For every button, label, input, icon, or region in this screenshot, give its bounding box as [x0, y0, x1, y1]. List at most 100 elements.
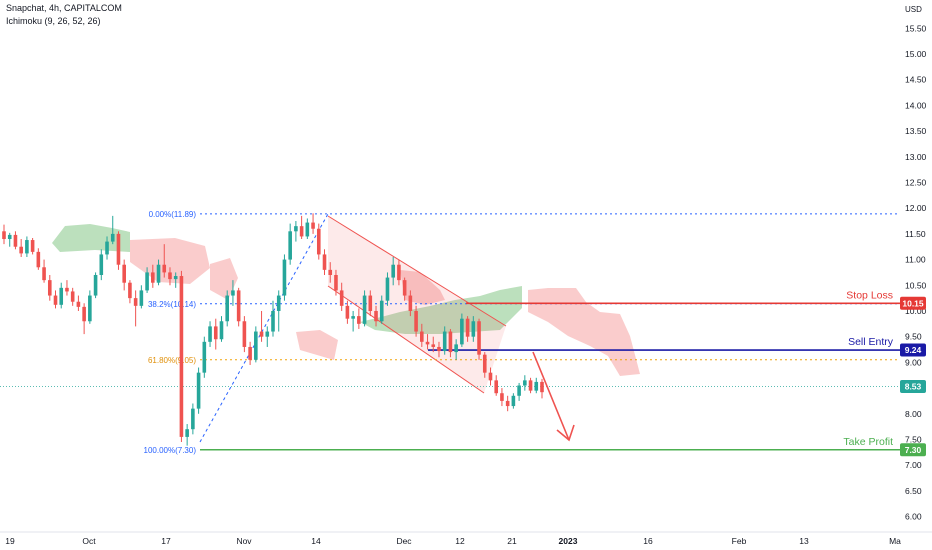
price-tag-bg-0: [900, 296, 926, 310]
candle-body: [168, 272, 172, 280]
candle-body: [225, 295, 230, 322]
candle-25: [145, 267, 149, 293]
candle-2: [13, 231, 18, 250]
fib-label-0: 0.00%(11.89): [149, 210, 197, 219]
candle-body: [523, 380, 527, 386]
candle-35: [202, 336, 207, 378]
candle-56: [322, 249, 327, 275]
candle-body: [116, 233, 121, 265]
price-tick-19: 6.00: [905, 512, 922, 522]
price-tag-bg-2: [900, 443, 926, 457]
time-tick-9: 16: [643, 536, 653, 546]
candle-body: [42, 267, 46, 281]
candle-64: [368, 290, 373, 317]
candle-body: [53, 295, 58, 305]
candle-57: [328, 262, 333, 283]
candle-body: [242, 321, 247, 347]
currency-label: USD: [905, 5, 922, 14]
candle-40: [231, 280, 235, 306]
candle-42: [242, 316, 247, 353]
price-tick-12: 9.50: [905, 332, 922, 342]
candle-body: [122, 264, 126, 283]
candle-72: [414, 305, 418, 337]
candle-body: [179, 276, 184, 437]
candle-body: [19, 246, 23, 254]
chart-title: Snapchat, 4h, CAPITALCOM: [6, 3, 122, 13]
candle-38: [219, 316, 224, 342]
price-tag-3: 8.53: [905, 382, 922, 392]
candle-55: [316, 223, 321, 260]
candle-50: [288, 223, 292, 265]
candle-body: [231, 290, 235, 296]
time-tick-1: Oct: [82, 536, 96, 546]
indicator-legend[interactable]: Ichimoku (9, 26, 52, 26): [6, 16, 101, 26]
candle-87: [500, 388, 504, 407]
candle-body: [65, 287, 69, 292]
candle-body: [442, 331, 447, 352]
candle-68: [391, 257, 395, 286]
candle-body: [36, 251, 41, 268]
candle-77: [442, 326, 447, 355]
price-tick-0: 15.50: [905, 23, 927, 33]
price-tag-bg-1: [900, 343, 926, 357]
price-tick-4: 13.50: [905, 126, 927, 136]
candle-53: [305, 218, 310, 240]
candle-body: [500, 393, 504, 401]
candle-29: [168, 267, 172, 286]
candle-54: [311, 213, 315, 234]
candle-body: [408, 295, 413, 311]
candle-18: [105, 236, 109, 260]
candle-body: [471, 321, 476, 337]
time-tick-10: Feb: [732, 536, 747, 546]
price-tick-2: 14.50: [905, 75, 927, 85]
price-tag-1: 9.24: [905, 345, 922, 355]
price-tick-3: 14.00: [905, 100, 927, 110]
candle-body: [334, 274, 338, 291]
candle-90: [517, 382, 521, 401]
level-label-0: Stop Loss: [846, 289, 893, 301]
candle-body: [345, 305, 350, 319]
candle-20: [116, 231, 121, 270]
price-tick-15: 8.00: [905, 409, 922, 419]
price-tick-13: 9.00: [905, 357, 922, 367]
candle-12: [70, 287, 75, 306]
candle-body: [299, 226, 304, 237]
candle-13: [76, 295, 81, 311]
candle-0: [2, 224, 6, 245]
candle-85: [488, 367, 493, 386]
candle-48: [276, 290, 281, 332]
candle-17: [99, 249, 104, 281]
time-tick-8: 2023: [559, 536, 578, 546]
candle-body: [374, 310, 378, 322]
candle-body: [82, 306, 86, 322]
candle-body: [219, 321, 224, 340]
price-tick-6: 12.50: [905, 177, 927, 187]
candle-24: [139, 285, 144, 309]
candle-body: [213, 326, 218, 340]
candle-47: [271, 300, 275, 337]
candle-body: [477, 321, 481, 355]
candle-88: [505, 395, 510, 412]
candle-52: [299, 215, 304, 240]
candle-body: [339, 290, 344, 306]
candle-6: [36, 248, 41, 270]
candle-body: [156, 264, 161, 283]
level-label-1: Sell Entry: [848, 336, 894, 348]
candle-body: [294, 226, 298, 232]
candle-16: [93, 272, 98, 299]
candle-43: [248, 341, 252, 365]
candle-body: [276, 295, 281, 311]
candle-73: [420, 323, 424, 347]
candle-body: [30, 240, 35, 252]
candle-81: [465, 316, 470, 342]
candle-7: [42, 259, 46, 283]
candle-27: [156, 259, 161, 286]
candle-body: [145, 272, 149, 291]
candle-33: [191, 403, 195, 435]
candle-body: [2, 231, 6, 240]
price-tick-10: 10.50: [905, 280, 927, 290]
candle-body: [402, 280, 407, 296]
candle-body: [202, 341, 207, 373]
price-tick-1: 15.00: [905, 49, 927, 59]
